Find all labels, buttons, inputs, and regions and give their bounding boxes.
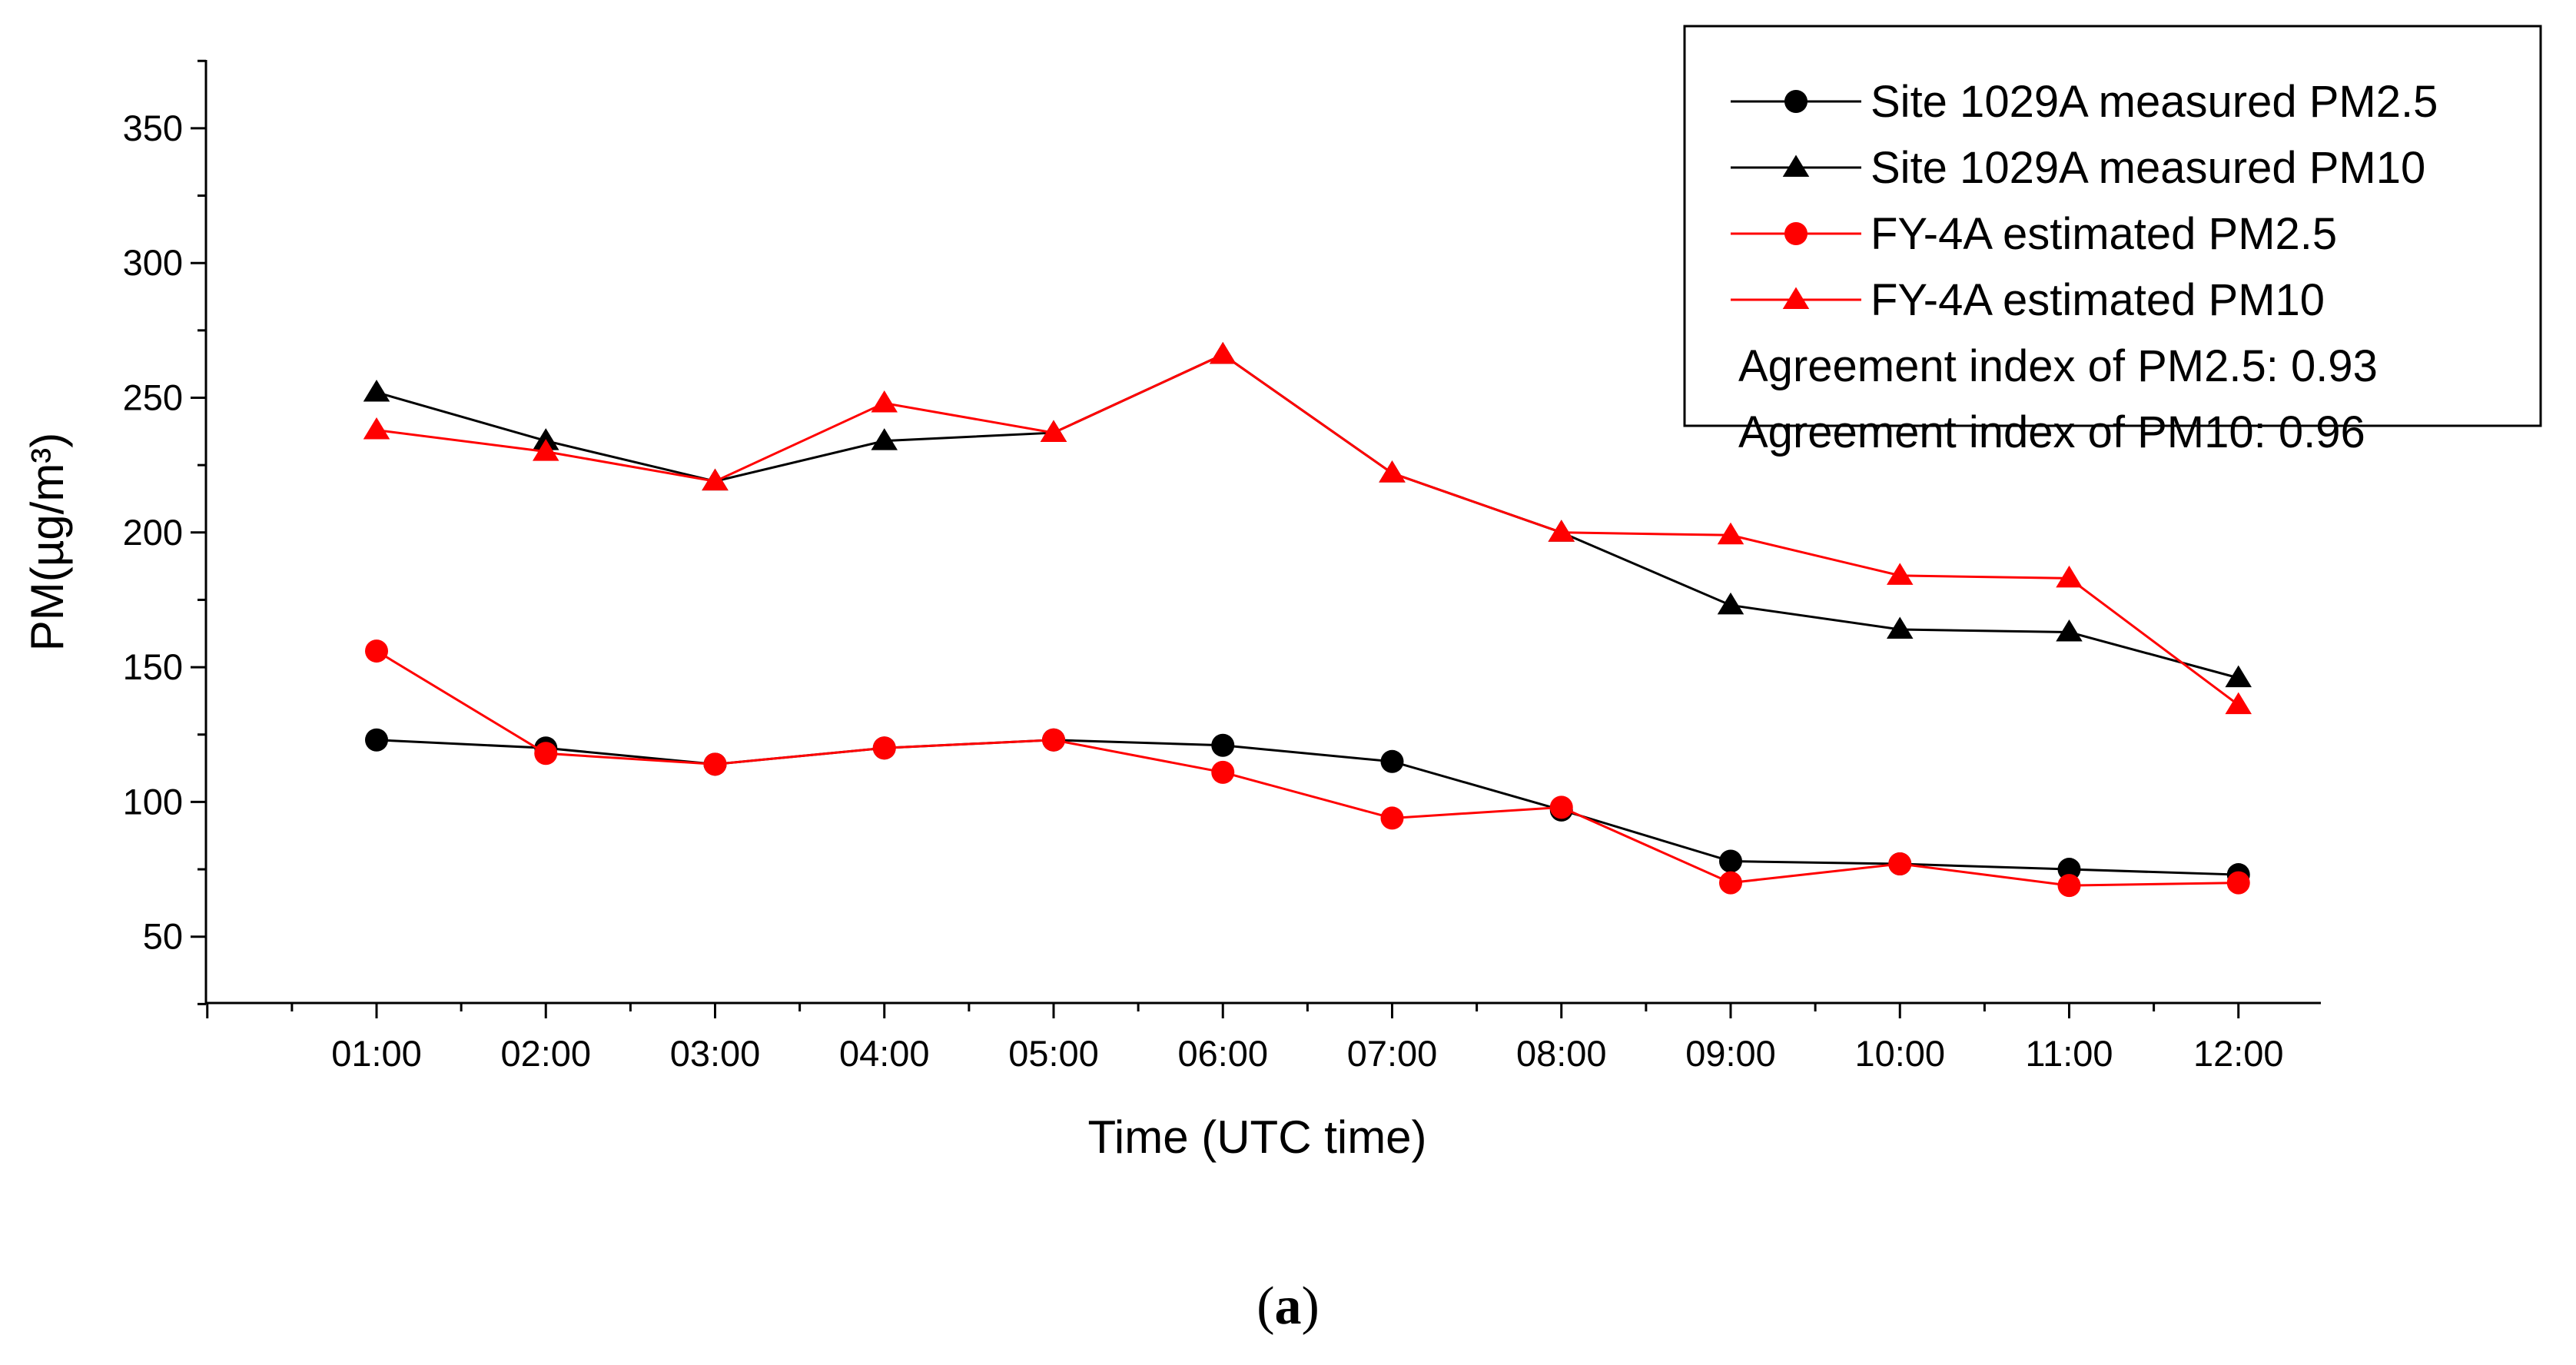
legend-annotation: Agreement index of PM10: 0.96 xyxy=(1738,407,2365,457)
data-point xyxy=(533,439,559,461)
data-point xyxy=(1887,563,1914,585)
series-line xyxy=(376,353,2239,706)
data-point xyxy=(1211,760,1235,784)
legend-annotation: Agreement index of PM2.5: 0.93 xyxy=(1738,341,2378,391)
data-point xyxy=(2056,565,2083,588)
data-point xyxy=(1040,420,1067,443)
data-point xyxy=(1210,341,1237,364)
x-axis-title: Time (UTC time) xyxy=(1087,1111,1426,1163)
data-point xyxy=(2225,692,2252,715)
data-point xyxy=(2057,858,2081,882)
series-0 xyxy=(365,728,2250,887)
x-tick-label: 10:00 xyxy=(1854,1033,1945,1074)
y-axis-title: PM(µg/m³) xyxy=(22,433,73,652)
y-tick-label: 200 xyxy=(123,512,183,553)
x-tick-label: 04:00 xyxy=(839,1033,930,1074)
legend-label: FY-4A estimated PM10 xyxy=(1871,275,2325,325)
series-line xyxy=(376,649,2239,887)
data-point xyxy=(1380,806,1404,830)
y-tick-label: 50 xyxy=(143,916,183,957)
legend-marker xyxy=(1784,90,1808,113)
legend-label: Site 1029A measured PM10 xyxy=(1871,143,2425,193)
y-tick-label: 300 xyxy=(123,242,183,283)
data-point xyxy=(1719,871,1742,895)
data-point xyxy=(2225,665,2252,688)
data-point xyxy=(365,639,388,663)
data-point xyxy=(1548,520,1575,542)
legend: Site 1029A measured PM2.5 Site 1029A meas… xyxy=(1683,25,2542,457)
data-point xyxy=(1887,616,1914,639)
y-tick-label: 350 xyxy=(123,108,183,148)
x-tick-label: 01:00 xyxy=(331,1033,422,1074)
legend-marker xyxy=(1782,154,1810,177)
x-tick-label: 02:00 xyxy=(500,1033,591,1074)
caption-label: a xyxy=(1274,1277,1302,1336)
data-point xyxy=(1719,849,1742,873)
data-point xyxy=(2226,871,2250,895)
x-tick-label: 05:00 xyxy=(1008,1033,1099,1074)
data-point xyxy=(365,728,388,752)
data-point xyxy=(871,390,898,413)
legend-marker xyxy=(1782,287,1810,309)
axes: 50 100 150 200 250 300 350 01:00 02:00 03:00 04:00… xyxy=(123,59,2321,1074)
data-point xyxy=(534,742,558,766)
data-point xyxy=(1042,728,1065,752)
x-tick-label: 08:00 xyxy=(1516,1033,1607,1074)
series-3 xyxy=(363,341,2252,715)
data-point xyxy=(1380,749,1404,773)
x-tick-label: 06:00 xyxy=(1177,1033,1268,1074)
legend-marker xyxy=(1784,222,1808,245)
data-point xyxy=(1888,852,1912,876)
data-point xyxy=(1379,460,1406,483)
data-point xyxy=(2056,619,2083,642)
legend-label: FY-4A estimated PM2.5 xyxy=(1871,209,2337,259)
x-tick-label: 12:00 xyxy=(2193,1033,2284,1074)
x-tick-label: 03:00 xyxy=(670,1033,761,1074)
data-point xyxy=(2057,874,2081,898)
y-tick-label: 100 xyxy=(123,781,183,822)
data-point xyxy=(1717,592,1744,615)
data-point xyxy=(703,752,727,776)
series-2 xyxy=(365,639,2250,898)
data-point xyxy=(871,428,898,450)
y-tick-label: 150 xyxy=(123,646,183,687)
y-tick-label: 250 xyxy=(123,377,183,418)
data-point xyxy=(363,379,390,402)
x-tick-label: 09:00 xyxy=(1685,1033,1776,1074)
data-point xyxy=(702,468,729,491)
data-point xyxy=(1549,795,1573,819)
figure-caption: (a) xyxy=(1256,1277,1320,1336)
legend-box xyxy=(1683,25,2542,427)
data-point xyxy=(1717,522,1744,545)
data-point xyxy=(363,417,390,440)
series-layer xyxy=(363,341,2252,898)
x-tick-label: 07:00 xyxy=(1347,1033,1438,1074)
data-point xyxy=(1211,733,1235,757)
x-tick-label: 11:00 xyxy=(2025,1033,2113,1074)
data-point xyxy=(872,736,896,760)
legend-label: Site 1029A measured PM2.5 xyxy=(1871,77,2438,127)
